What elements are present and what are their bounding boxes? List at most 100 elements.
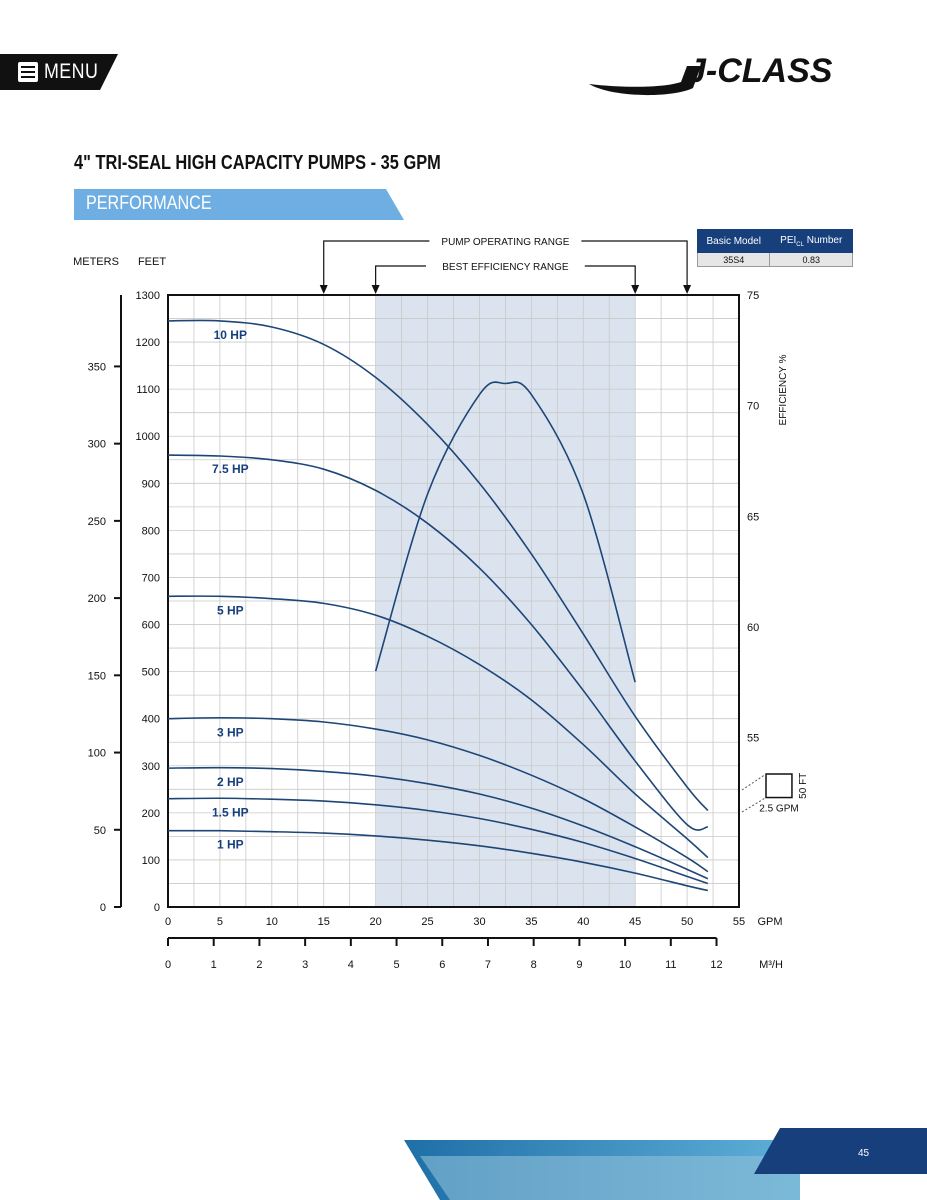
- pei-header-model: Basic Model: [696, 229, 771, 253]
- series-label-10-hp: 10 HP: [214, 328, 247, 342]
- y-efficiency-tick-label: 65: [747, 511, 759, 523]
- best-efficiency-range-label: BEST EFFICIENCY RANGE: [442, 262, 569, 273]
- x-m3h-tick-label: 3: [302, 959, 308, 971]
- y-feet-tick-label: 300: [142, 761, 160, 773]
- series-label-1-5-hp: 1.5 HP: [212, 806, 249, 820]
- x-m3h-tick-label: 7: [485, 959, 491, 971]
- y-feet-tick-label: 1300: [136, 290, 160, 302]
- y-meters-tick-label: 50: [94, 825, 106, 837]
- y-efficiency-tick-label: 55: [747, 733, 759, 745]
- scale-box-leader-top: [741, 773, 767, 791]
- x-m3h-tick-label: 6: [439, 959, 445, 971]
- logo-text: J-CLASS: [687, 52, 833, 90]
- x-gpm-tick-label: 10: [266, 916, 278, 928]
- y-feet-tick-label: 100: [142, 855, 160, 867]
- x-gpm-tick-label: 0: [165, 916, 171, 928]
- series-label-1-hp: 1 HP: [217, 838, 244, 852]
- x-gpm-axis-label: GPM: [757, 916, 782, 928]
- y-meters-tick-label: 0: [100, 902, 106, 914]
- scale-box-leader-bottom: [741, 797, 767, 813]
- y-meters-tick-label: 300: [88, 439, 106, 451]
- x-m3h-tick-label: 10: [619, 959, 631, 971]
- scale-box: [765, 773, 793, 799]
- pump-operating-range-right-arrow: [683, 285, 692, 294]
- x-gpm-tick-label: 55: [733, 916, 745, 928]
- y-feet-tick-label: 500: [142, 667, 160, 679]
- y-feet-tick-label: 1200: [136, 337, 160, 349]
- x-m3h-tick-label: 4: [348, 959, 354, 971]
- page-number: 45: [858, 1148, 870, 1159]
- pei-table: Basic Model PEICL Number 35S4 0.83: [696, 229, 853, 267]
- x-m3h-tick-label: 2: [256, 959, 262, 971]
- y-feet-tick-label: 400: [142, 714, 160, 726]
- y-feet-tick-label: 1000: [136, 431, 160, 443]
- curve-5-hp: [167, 595, 709, 859]
- x-m3h-tick-label: 12: [710, 959, 722, 971]
- pump-operating-range-right-line: [581, 240, 688, 289]
- y-feet-tick-label: 700: [142, 572, 160, 584]
- menu-label: MENU: [44, 60, 99, 83]
- pei-header-number: PEICL Number: [769, 229, 853, 253]
- pump-operating-range-left-arrow: [319, 285, 328, 294]
- best-efficiency-range-right-line: [584, 265, 636, 289]
- x-gpm-tick-label: 30: [473, 916, 485, 928]
- x-m3h-tick-label: 8: [531, 959, 537, 971]
- series-label-2-hp: 2 HP: [217, 775, 244, 789]
- plot-frame: [167, 294, 740, 908]
- x-gpm-tick-label: 25: [421, 916, 433, 928]
- y-meters-tick-label: 200: [88, 593, 106, 605]
- section-label: PERFORMANCE: [86, 193, 212, 214]
- curve-1-5-hp: [167, 797, 709, 885]
- curve-1-hp: [167, 829, 709, 892]
- x-m3h-tick-label: 1: [211, 959, 217, 971]
- pei-number-value: 0.83: [769, 252, 853, 267]
- curve-10-hp: [167, 319, 709, 812]
- y-feet-tick-label: 800: [142, 525, 160, 537]
- y-feet-tick-label: 200: [142, 808, 160, 820]
- y-efficiency-tick-label: 60: [747, 622, 759, 634]
- pump-operating-range-left-line: [323, 240, 430, 289]
- performance-chart: 0100200300400500600700800900100011001200…: [73, 237, 809, 971]
- efficiency-curve: [374, 381, 636, 683]
- x-m3h-tick-label: 5: [393, 959, 399, 971]
- y-meters-tick-label: 250: [88, 516, 106, 528]
- x-gpm-tick-label: 45: [629, 916, 641, 928]
- x-gpm-tick-label: 35: [525, 916, 537, 928]
- curve-7-5-hp: [167, 454, 708, 831]
- curve-3-hp: [167, 716, 709, 873]
- x-m3h-tick-label: 9: [576, 959, 582, 971]
- x-m3h-tick-label: 11: [665, 959, 676, 971]
- y-feet-tick-label: 0: [154, 902, 160, 914]
- pei-model-value: 35S4: [696, 252, 771, 267]
- y-feet-axis-label: FEET: [138, 256, 166, 268]
- x-gpm-tick-label: 50: [681, 916, 693, 928]
- menu-button[interactable]: MENU: [0, 54, 118, 90]
- x-gpm-tick-label: 20: [370, 916, 382, 928]
- pump-operating-range-label: PUMP OPERATING RANGE: [441, 237, 569, 248]
- y-meters-tick-label: 150: [88, 670, 106, 682]
- best-efficiency-range-left-line: [375, 265, 427, 289]
- scale-box-width-label: 2.5 GPM: [759, 804, 798, 815]
- scale-box-height-label: 50 FT: [798, 773, 809, 799]
- x-m3h-axis-label: M³/H: [759, 959, 783, 971]
- y-efficiency-axis-label: EFFICIENCY %: [778, 354, 789, 425]
- x-m3h-tick-label: 0: [165, 959, 171, 971]
- curve-2-hp: [167, 766, 709, 880]
- x-gpm-tick-label: 40: [577, 916, 589, 928]
- j-class-logo: J-CLASS: [589, 52, 833, 96]
- y-meters-tick-label: 350: [88, 361, 106, 373]
- page-title: 4" TRI-SEAL HIGH CAPACITY PUMPS - 35 GPM: [74, 152, 441, 174]
- y-meters-tick-label: 100: [88, 748, 106, 760]
- best-efficiency-range-left-arrow: [371, 285, 380, 294]
- menu-icon: [18, 62, 38, 82]
- y-efficiency-tick-label: 70: [747, 401, 759, 413]
- x-gpm-tick-label: 15: [318, 916, 330, 928]
- y-feet-tick-label: 1100: [136, 384, 160, 396]
- y-efficiency-tick-label: 75: [747, 290, 759, 302]
- footer-band: [404, 1128, 927, 1200]
- x-gpm-tick-label: 5: [217, 916, 223, 928]
- section-banner: [74, 189, 404, 220]
- series-label-7-5-hp: 7.5 HP: [212, 462, 249, 476]
- y-feet-tick-label: 900: [142, 478, 160, 490]
- series-label-3-hp: 3 HP: [217, 726, 244, 740]
